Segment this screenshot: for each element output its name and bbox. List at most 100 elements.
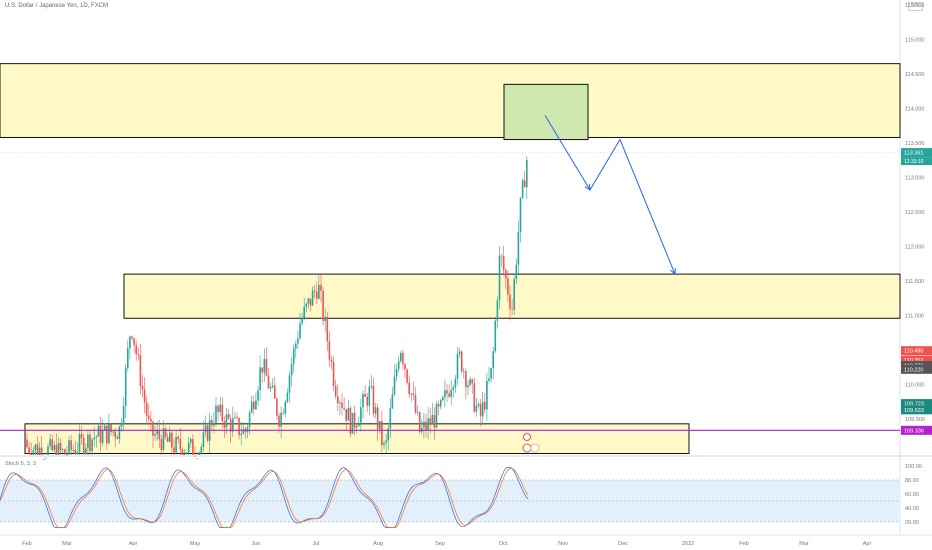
candle-body: [202, 432, 205, 447]
candle-body: [467, 385, 469, 388]
stoch-tick-label: 80.00: [905, 478, 919, 484]
candle-body: [295, 343, 297, 349]
candle-body: [318, 284, 320, 299]
candle-body: [303, 306, 305, 319]
candle-body: [194, 455, 196, 457]
candle-body: [177, 436, 179, 440]
candle-body: [362, 393, 364, 408]
candle-body: [515, 264, 518, 280]
candle-body: [55, 445, 58, 455]
candle-body: [410, 393, 413, 395]
candle-body: [143, 389, 146, 403]
candle-body: [53, 445, 56, 451]
candle-body: [460, 351, 463, 372]
event-flag-icon[interactable]: [523, 433, 531, 441]
time-tick-label: May: [190, 541, 201, 547]
candle-body: [431, 415, 434, 425]
candle-body: [175, 436, 177, 453]
candle-body: [381, 421, 383, 446]
candle-body: [425, 421, 427, 431]
time-tick-label: Sep: [435, 541, 445, 547]
candle-body: [204, 425, 207, 433]
candle-body: [133, 338, 135, 346]
candle-body: [51, 439, 53, 451]
candle-body: [320, 284, 322, 291]
candle-body: [36, 444, 39, 455]
candle-body: [511, 309, 513, 310]
candle-body: [458, 351, 461, 355]
candle-body: [156, 430, 158, 435]
candle-body: [38, 447, 41, 455]
candle-body: [223, 421, 226, 428]
candle-body: [416, 412, 419, 413]
candle-body: [129, 336, 131, 349]
candle-body: [101, 430, 104, 444]
currency-badge[interactable]: JPY: [908, 2, 924, 11]
upper-supply-zone: [0, 63, 901, 138]
candle-body: [215, 405, 217, 424]
countdown-label: 12:33:10: [904, 159, 924, 165]
candle-body: [343, 407, 345, 410]
candle-body: [80, 433, 83, 438]
time-tick-label: Feb: [739, 541, 748, 547]
candle-body: [526, 159, 528, 188]
candle-body: [240, 433, 242, 435]
candle-body: [250, 401, 253, 413]
candle-body: [257, 389, 259, 401]
arrow-head-icon: [584, 183, 591, 191]
candle-body: [322, 290, 324, 322]
candle-body: [328, 341, 331, 360]
candle-body: [253, 401, 255, 410]
stoch-tick-label: 40.00: [905, 506, 919, 512]
candle-body: [309, 298, 312, 306]
candle-body: [332, 361, 335, 387]
price-badge-label: 113.361: [904, 151, 923, 157]
time-tick-label: Feb: [22, 541, 31, 547]
candle-body: [469, 379, 471, 386]
candle-body: [261, 367, 263, 373]
price-tick-label: 114.000: [905, 107, 924, 113]
price-badge-label: 110.490: [904, 349, 923, 355]
candle-body: [435, 404, 438, 428]
price-tick-label: 115.500: [905, 3, 924, 9]
candle-body: [391, 394, 394, 409]
candle-body: [286, 392, 289, 403]
candle-body: [414, 394, 417, 413]
event-icon[interactable]: [530, 443, 540, 453]
candle-body: [173, 447, 175, 453]
candle-body: [169, 432, 171, 442]
candle-body: [282, 412, 284, 414]
candle-body: [397, 361, 400, 369]
candle-body: [370, 385, 373, 387]
price-badge-label: 110.220: [904, 367, 923, 373]
candle-body: [374, 407, 377, 414]
candle-body: [116, 437, 119, 439]
candle-body: [78, 433, 81, 452]
candle-body: [139, 355, 142, 387]
candle-body: [28, 447, 30, 454]
candle-body: [299, 323, 301, 339]
candle-body: [292, 348, 295, 364]
us-flag-icon[interactable]: [522, 443, 532, 453]
candle-body: [297, 338, 299, 344]
candle-body: [280, 412, 282, 427]
candle-body: [288, 375, 291, 393]
candle-body: [49, 439, 51, 447]
candle-body: [162, 428, 165, 450]
candle-body: [248, 412, 251, 428]
candle-body: [444, 390, 446, 398]
candle-body: [372, 385, 375, 414]
candle-body: [160, 439, 163, 450]
lower-zone: [24, 423, 690, 454]
candle-body: [383, 443, 385, 446]
candle-body: [187, 442, 190, 453]
stoch-d-line: [0, 468, 529, 528]
candle-body: [465, 371, 467, 388]
candle-body: [99, 425, 102, 444]
candle-body: [412, 393, 415, 395]
candle-body: [437, 404, 440, 407]
candle-body: [158, 430, 161, 440]
projection-path[interactable]: [544, 115, 676, 275]
